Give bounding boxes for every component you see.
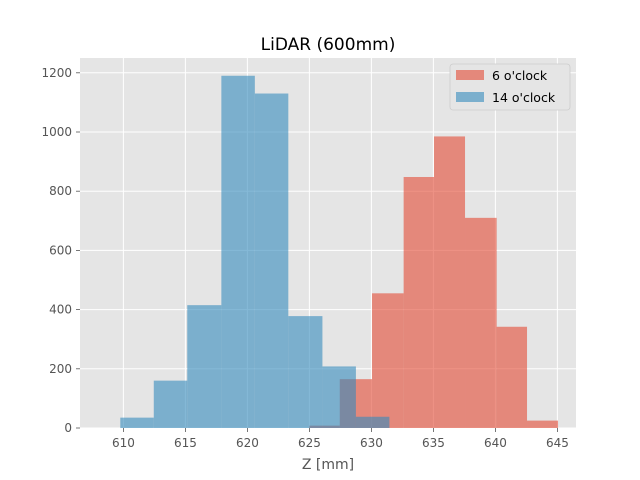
series-1-bars — [120, 75, 390, 429]
legend-label-6-oclock: 6 o'clock — [492, 68, 548, 83]
y-tick-label: 800 — [49, 184, 72, 198]
histogram-bars — [120, 75, 559, 429]
y-tick-label: 600 — [49, 243, 72, 257]
histogram-bar — [221, 75, 255, 428]
y-tick-label: 400 — [49, 303, 72, 317]
x-tick-label: 630 — [360, 436, 383, 450]
histogram-bar — [527, 420, 559, 428]
y-tick-label: 1200 — [41, 66, 72, 80]
histogram-bar — [355, 416, 390, 428]
histogram-bar — [254, 93, 289, 429]
histogram-bar — [153, 380, 188, 428]
series-0-bars — [309, 136, 559, 428]
histogram-bar — [372, 293, 404, 428]
histogram-bar — [288, 316, 323, 428]
histogram-bar — [496, 326, 528, 428]
x-tick-label: 645 — [546, 436, 569, 450]
histogram-bar — [187, 305, 222, 428]
histogram-bar — [403, 176, 435, 428]
histogram-bar — [120, 417, 154, 428]
legend: 6 o'clock 14 o'clock — [449, 63, 571, 111]
x-tick-label: 635 — [422, 436, 445, 450]
x-tick-label: 625 — [298, 436, 321, 450]
legend-swatch-6-oclock — [456, 70, 484, 80]
axis-ticks: 610 615 620 625 630 635 640 645 0 200 400 600 800 100… — [41, 66, 568, 450]
legend-swatch-14-oclock — [456, 92, 484, 102]
y-tick-label: 0 — [64, 421, 72, 435]
histogram-bar — [434, 136, 466, 428]
x-tick-label: 610 — [112, 436, 135, 450]
x-tick-label: 640 — [484, 436, 507, 450]
histogram-bar — [322, 366, 356, 428]
x-tick-label: 620 — [236, 436, 259, 450]
x-axis-label: Z [mm] — [302, 457, 354, 473]
histogram-bar — [465, 217, 497, 428]
legend-label-14-oclock: 14 o'clock — [492, 90, 556, 105]
x-tick-label: 615 — [174, 436, 197, 450]
y-tick-label: 1000 — [41, 125, 72, 139]
chart-title: LiDAR (600mm) — [261, 35, 396, 55]
y-tick-label: 200 — [49, 362, 72, 376]
